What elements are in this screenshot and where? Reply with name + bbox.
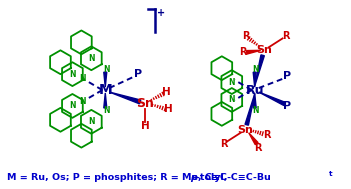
Text: N: N: [103, 65, 110, 74]
Text: P: P: [284, 101, 292, 111]
Text: Ru: Ru: [245, 84, 264, 97]
Text: R: R: [254, 143, 261, 153]
Text: R: R: [282, 31, 289, 41]
Text: N: N: [229, 78, 235, 87]
Text: N: N: [252, 106, 259, 115]
Text: P: P: [134, 69, 142, 79]
Polygon shape: [246, 50, 261, 54]
Text: N: N: [252, 65, 259, 74]
Text: R: R: [242, 31, 250, 41]
Text: Sn: Sn: [136, 98, 154, 110]
Text: +: +: [157, 8, 165, 18]
Polygon shape: [259, 92, 285, 105]
Text: R: R: [220, 139, 227, 149]
Polygon shape: [253, 72, 256, 87]
Polygon shape: [249, 133, 258, 145]
Text: N: N: [79, 74, 86, 83]
Text: H: H: [164, 104, 172, 114]
Text: t: t: [329, 171, 333, 177]
Text: R: R: [263, 130, 270, 140]
Text: N: N: [103, 106, 110, 115]
Text: N: N: [69, 101, 76, 110]
Text: H: H: [141, 121, 150, 131]
Text: Sn: Sn: [257, 45, 273, 55]
Text: R: R: [239, 47, 246, 57]
Polygon shape: [104, 72, 107, 87]
Text: Sn: Sn: [237, 125, 253, 135]
Text: N: N: [79, 98, 86, 106]
Text: N: N: [88, 117, 94, 126]
Text: -tolyl, C≡C-Bu: -tolyl, C≡C-Bu: [196, 173, 271, 182]
Polygon shape: [255, 55, 264, 86]
Text: M = Ru, Os; P = phosphites; R = Me, C≡C-: M = Ru, Os; P = phosphites; R = Me, C≡C-: [7, 173, 231, 182]
Polygon shape: [253, 93, 256, 108]
Polygon shape: [104, 93, 107, 108]
Polygon shape: [109, 92, 141, 104]
Text: N: N: [88, 54, 94, 63]
Text: P: P: [284, 71, 292, 81]
Text: N: N: [69, 70, 76, 79]
Text: p: p: [190, 173, 197, 182]
Text: H: H: [162, 87, 171, 97]
Text: N: N: [229, 95, 235, 105]
Polygon shape: [245, 94, 255, 125]
Text: M: M: [98, 83, 112, 97]
